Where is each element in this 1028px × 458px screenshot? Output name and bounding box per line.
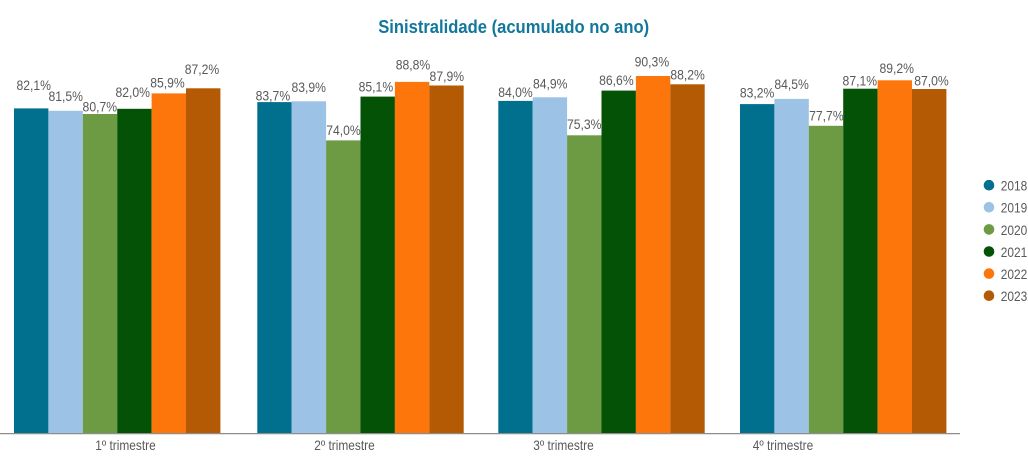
svg-text:2020: 2020 <box>1001 222 1028 238</box>
svg-text:82,0%: 82,0% <box>115 84 150 100</box>
svg-text:87,1%: 87,1% <box>843 73 878 89</box>
svg-text:85,9%: 85,9% <box>150 74 185 90</box>
svg-text:84,0%: 84,0% <box>498 84 533 100</box>
svg-text:83,7%: 83,7% <box>256 88 291 104</box>
svg-text:81,5%: 81,5% <box>48 88 83 104</box>
svg-text:2º trimestre: 2º trimestre <box>314 437 375 453</box>
svg-text:88,8%: 88,8% <box>396 57 431 73</box>
svg-text:82,1%: 82,1% <box>16 77 51 93</box>
svg-text:4º trimestre: 4º trimestre <box>753 437 814 453</box>
svg-text:2023: 2023 <box>1001 288 1028 304</box>
svg-text:2021: 2021 <box>1001 244 1028 260</box>
svg-text:2018: 2018 <box>1001 178 1028 194</box>
svg-text:2022: 2022 <box>1001 266 1028 282</box>
svg-text:74,0%: 74,0% <box>326 122 361 138</box>
svg-text:87,0%: 87,0% <box>914 73 949 89</box>
svg-text:84,5%: 84,5% <box>774 76 809 92</box>
svg-text:86,6%: 86,6% <box>599 72 634 88</box>
svg-text:75,3%: 75,3% <box>567 116 602 132</box>
svg-text:1º trimestre: 1º trimestre <box>95 437 156 453</box>
svg-text:2019: 2019 <box>1001 200 1028 216</box>
svg-text:85,1%: 85,1% <box>359 79 394 95</box>
svg-text:87,9%: 87,9% <box>430 68 465 84</box>
svg-text:3º trimestre: 3º trimestre <box>533 437 594 453</box>
svg-text:90,3%: 90,3% <box>635 54 670 70</box>
svg-text:84,9%: 84,9% <box>533 76 568 92</box>
svg-text:83,2%: 83,2% <box>740 84 775 100</box>
svg-text:88,2%: 88,2% <box>670 66 705 82</box>
svg-text:Sinistralidade (acumulado no a: Sinistralidade (acumulado no ano) <box>378 16 649 37</box>
svg-text:87,2%: 87,2% <box>185 61 220 77</box>
svg-text:83,9%: 83,9% <box>291 79 326 95</box>
svg-text:77,7%: 77,7% <box>809 108 844 124</box>
svg-text:80,7%: 80,7% <box>83 99 118 115</box>
svg-text:89,2%: 89,2% <box>879 60 914 76</box>
